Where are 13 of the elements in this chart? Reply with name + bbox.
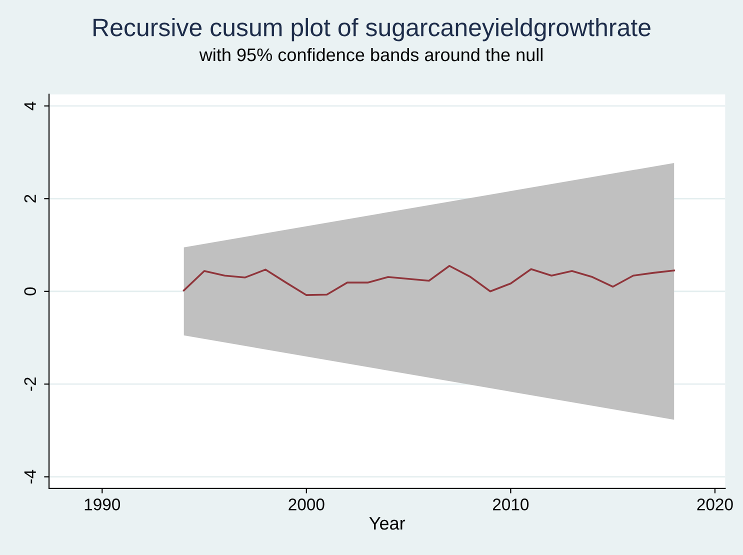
y-tick-label: -2	[24, 378, 36, 391]
chart-subtitle: with 95% confidence bands around the null	[199, 48, 542, 62]
x-tick-label: 2010	[492, 498, 529, 510]
chart-title: Recursive cusum plot of sugarcaneyieldgrowthrate	[94, 18, 650, 42]
x-tick-label: 2020	[697, 498, 733, 510]
x-axis-title: Year	[369, 517, 406, 530]
x-tick-label: 2000	[288, 498, 324, 510]
y-tick-label: -4	[24, 470, 36, 484]
y-tick-label: 0	[24, 287, 36, 296]
x-tick-label: 1990	[84, 498, 120, 510]
line-series	[182, 264, 676, 296]
y-tick-label: 2	[24, 194, 36, 202]
y-tick-label: 4	[24, 102, 36, 110]
